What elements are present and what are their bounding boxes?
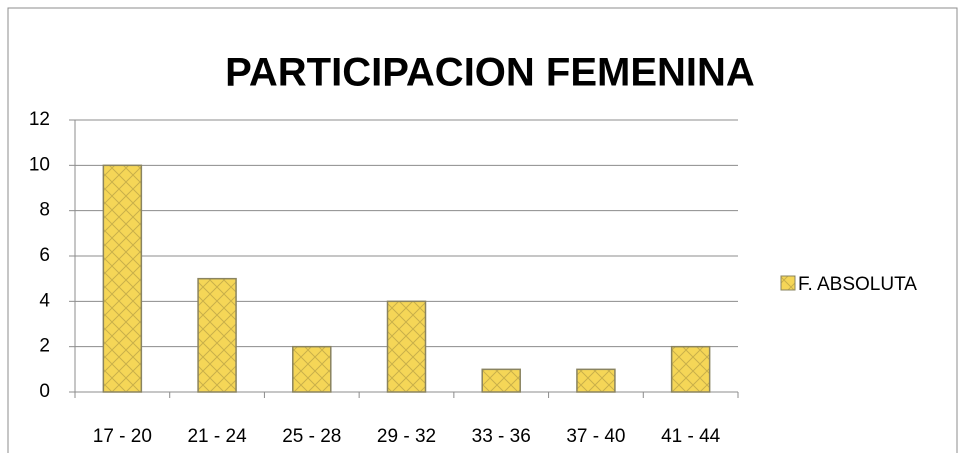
x-tick-label: 29 - 32 (377, 426, 436, 447)
bar (102, 164, 143, 393)
y-tick-label: 10 (29, 154, 50, 175)
y-tick-label: 2 (39, 336, 50, 357)
bar (292, 345, 332, 393)
x-tick-label: 17 - 20 (93, 426, 152, 447)
chart-border (7, 7, 958, 453)
y-tick-label: 0 (39, 381, 50, 402)
bar (576, 368, 616, 393)
legend-swatch (780, 275, 796, 291)
x-tick-label: 37 - 40 (566, 426, 625, 447)
y-tick-label: 4 (39, 290, 50, 311)
bar (386, 300, 427, 393)
x-tick-label: 21 - 24 (187, 426, 247, 447)
x-tick-label: 33 - 36 (472, 426, 531, 447)
bar (197, 277, 237, 393)
y-tick-label: 6 (39, 245, 50, 266)
bar (481, 368, 521, 393)
x-tick-label: 41 - 44 (661, 426, 721, 447)
y-tick-label: 8 (39, 200, 50, 221)
chart-title: PARTICIPACION FEMENINA (225, 51, 755, 95)
bar (670, 345, 711, 393)
x-tick-label: 25 - 28 (282, 426, 341, 447)
legend-label: F. ABSOLUTA (798, 274, 917, 295)
y-tick-label: 12 (29, 109, 50, 130)
